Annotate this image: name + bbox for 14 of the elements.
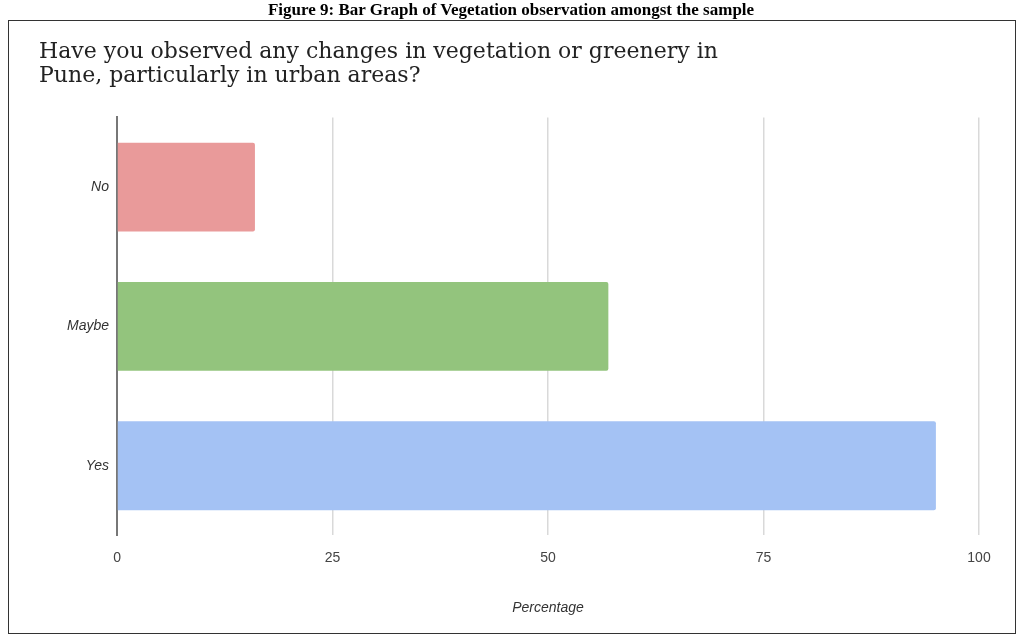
x-tick-label: 100	[967, 548, 991, 565]
x-tick-label: 75	[755, 548, 772, 565]
y-tick-label: No	[91, 177, 110, 194]
bar	[117, 421, 936, 511]
x-axis-title: Percentage	[512, 599, 585, 616]
x-tick-label: 25	[324, 548, 341, 565]
chart-title: Have you observed any changes in vegetation or greenery in Pune, particularly in urban areas?	[39, 38, 719, 87]
x-tick-label: 50	[540, 548, 557, 565]
x-tick-label: 0	[113, 548, 122, 565]
caption: Figure 9: Bar Graph of Vegetation observation amongst the sample	[266, 0, 756, 20]
bar	[117, 142, 255, 232]
bar	[117, 281, 609, 371]
y-tick-label: Yes	[85, 456, 110, 473]
y-tick-label: Maybe	[66, 317, 110, 334]
